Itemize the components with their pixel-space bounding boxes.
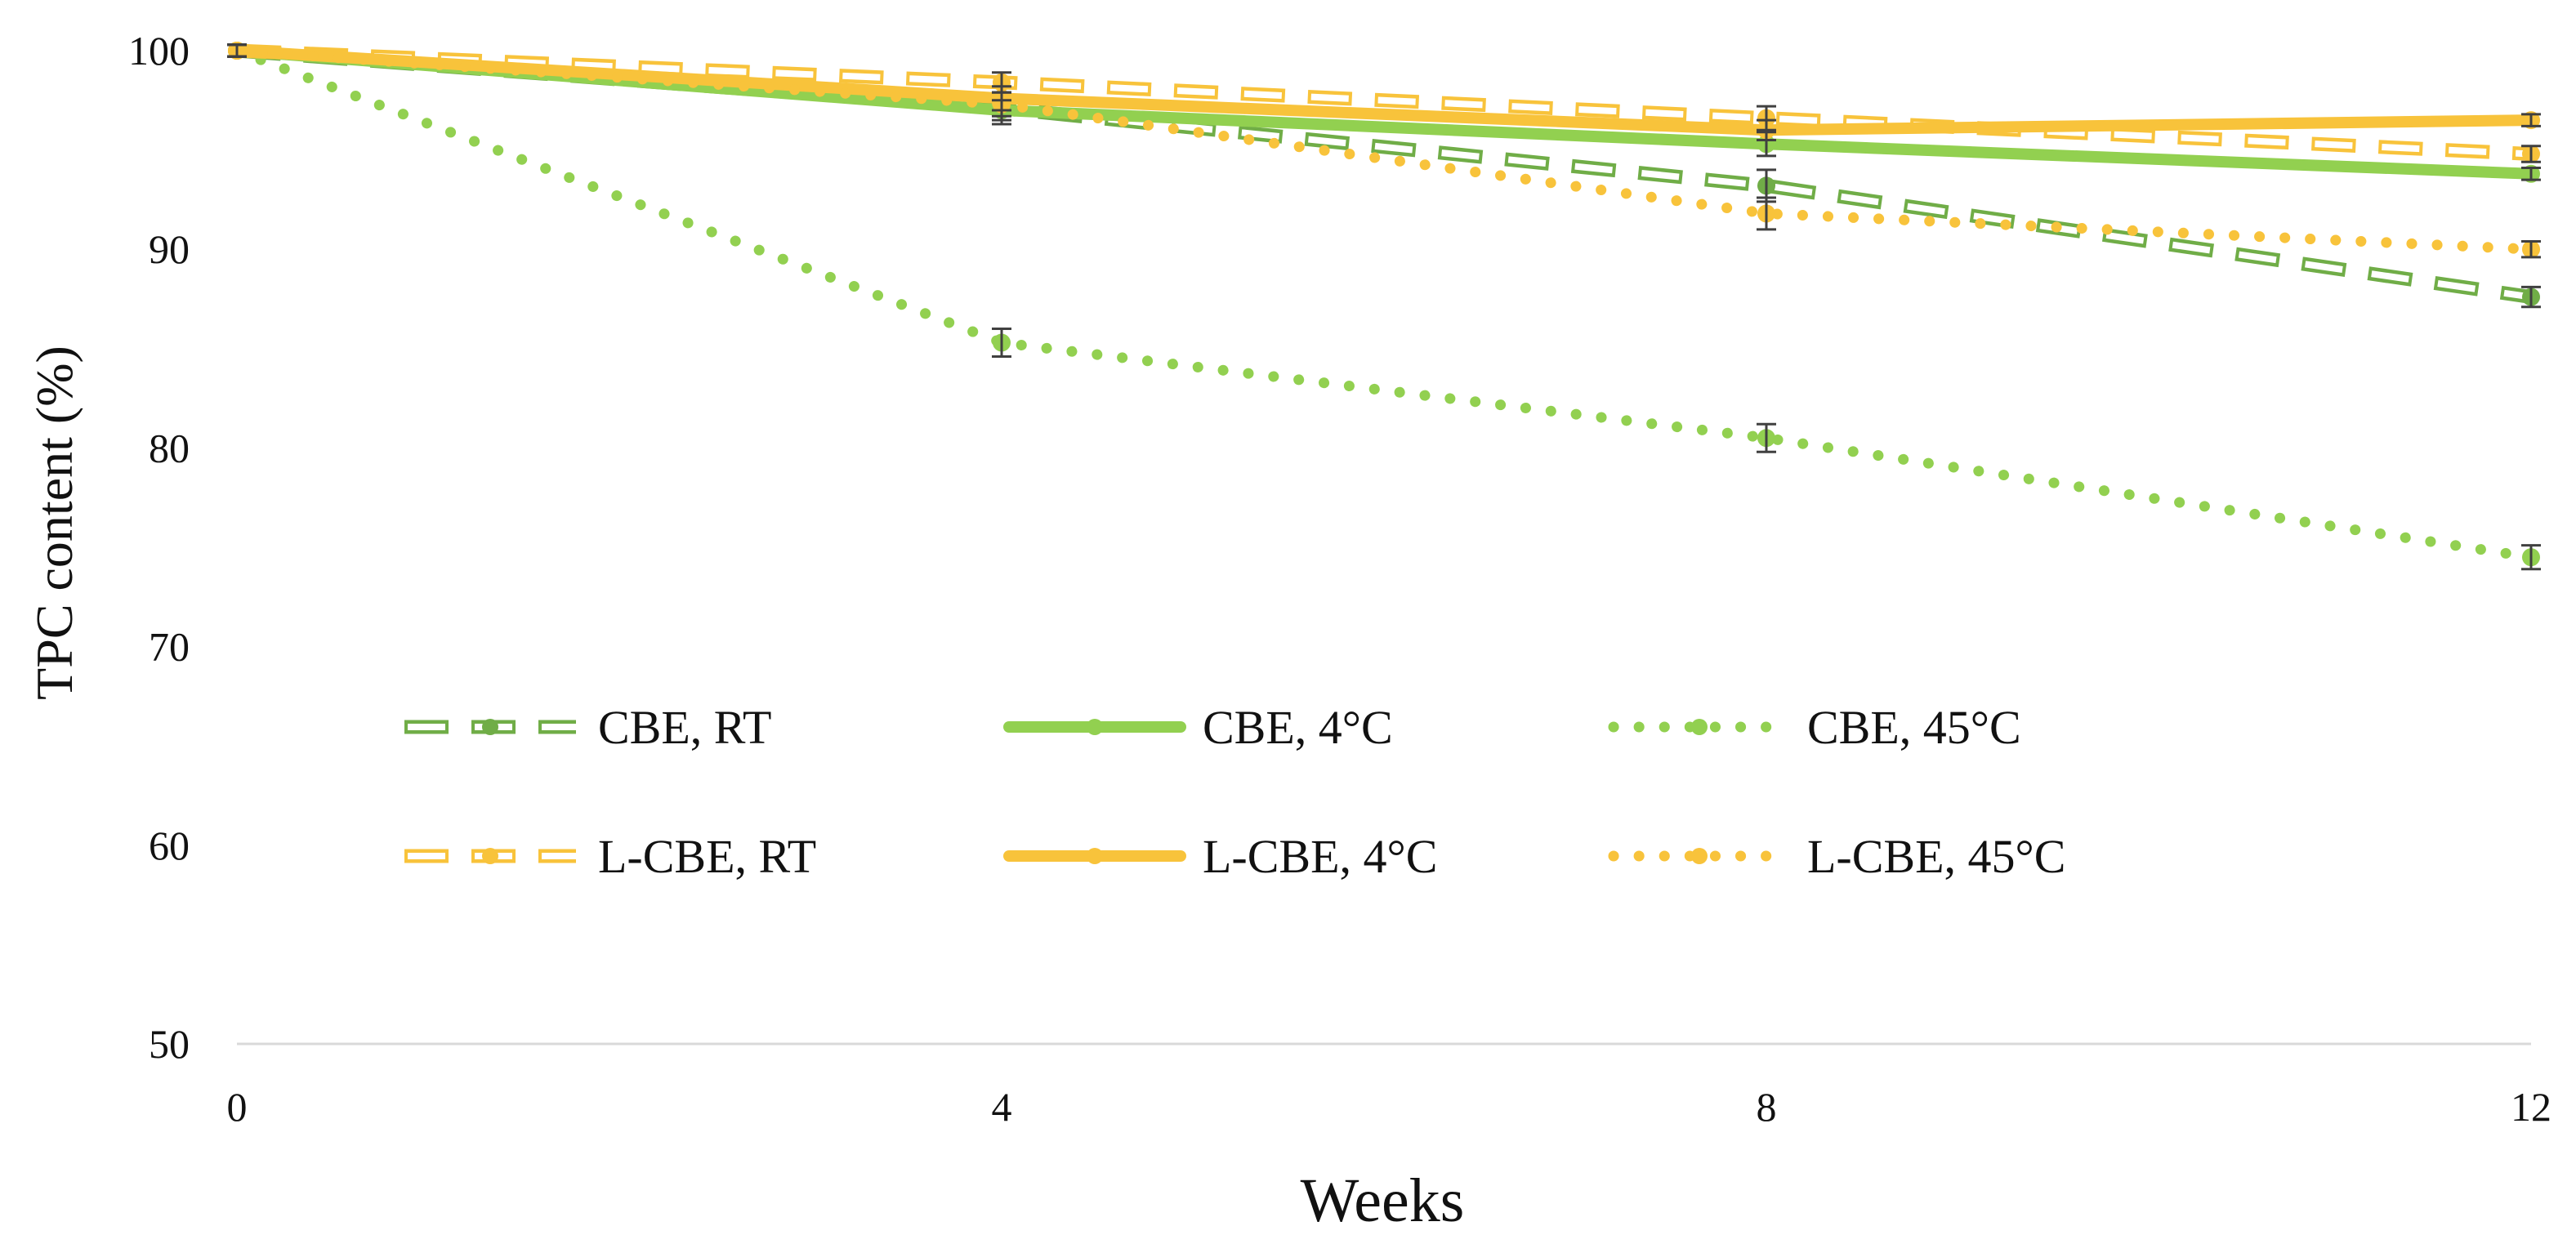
legend-item-l-cbe-45c: L-CBE, 45°C xyxy=(1608,830,2065,883)
error-bar-cbe-4c xyxy=(2521,166,2541,181)
y-tick-label: 50 xyxy=(149,1021,190,1067)
error-bar-l-cbe-4c xyxy=(2521,113,2541,127)
series-l-cbe-45c-line xyxy=(231,45,2537,255)
y-axis-title: TPC content (%) xyxy=(25,346,83,700)
y-tick-label: 70 xyxy=(149,624,190,670)
legend-label: CBE, 45°C xyxy=(1807,701,2021,754)
x-tick-label: 8 xyxy=(1757,1084,1777,1130)
series-l-cbe-rt-line-core xyxy=(236,47,2532,158)
error-bar-l-cbe-45c xyxy=(1757,196,1776,231)
legend-item-l-cbe-rt: L-CBE, RT xyxy=(404,830,816,883)
tick-labels: 50 60 70 80 90 100 0 4 8 12 xyxy=(128,28,2551,1130)
y-tick-label: 60 xyxy=(149,823,190,868)
error-bar-l-cbe-45c xyxy=(992,91,1011,118)
legend-item-l-cbe-4c: L-CBE, 4°C xyxy=(1003,830,1437,883)
legend-marker xyxy=(482,848,498,864)
y-tick-label: 90 xyxy=(149,226,190,272)
legend-item-cbe-rt: CBE, RT xyxy=(404,701,771,754)
legend-label: L-CBE, 45°C xyxy=(1807,830,2065,883)
legend-marker xyxy=(1087,719,1103,735)
x-tick-label: 0 xyxy=(227,1084,248,1130)
legend: CBE, RT CBE, 4°C CBE, 45°C L-CBE, RT L-CBE, … xyxy=(404,701,2065,883)
series-cbe-rt-line-core xyxy=(236,47,2532,301)
series-cbe-rt-line xyxy=(236,43,2533,305)
legend-item-cbe-45c: CBE, 45°C xyxy=(1608,701,2021,754)
x-tick-label: 4 xyxy=(992,1084,1012,1130)
legend-marker xyxy=(482,719,498,735)
legend-marker xyxy=(1691,719,1708,735)
legend-label: CBE, 4°C xyxy=(1203,701,1393,754)
legend-label: CBE, RT xyxy=(598,701,771,754)
error-bar-cbe-45c xyxy=(1757,422,1776,453)
legend-marker xyxy=(1087,848,1103,864)
legend-label: L-CBE, 4°C xyxy=(1203,830,1437,883)
error-bars xyxy=(227,43,2541,571)
y-tick-label: 100 xyxy=(128,28,190,74)
error-bar-cbe-45c xyxy=(992,327,1011,359)
error-bar-l-cbe-rt xyxy=(2521,145,2541,163)
series-cbe-45c-line xyxy=(231,45,2537,563)
legend-item-cbe-4c: CBE, 4°C xyxy=(1003,701,1393,754)
series-lines xyxy=(228,42,2540,567)
x-axis-title: Weeks xyxy=(1301,1166,1465,1235)
error-bar-cbe-45c xyxy=(2521,544,2541,571)
error-bar-l-cbe-45c xyxy=(227,43,247,58)
legend-label: L-CBE, RT xyxy=(598,830,816,883)
x-tick-label: 12 xyxy=(2511,1084,2551,1130)
error-bar-l-cbe-4c xyxy=(1757,118,1776,141)
legend-marker xyxy=(1691,848,1708,864)
y-tick-label: 80 xyxy=(149,425,190,470)
error-bar-cbe-rt xyxy=(2521,285,2541,309)
error-bar-l-cbe-45c xyxy=(2521,239,2541,259)
